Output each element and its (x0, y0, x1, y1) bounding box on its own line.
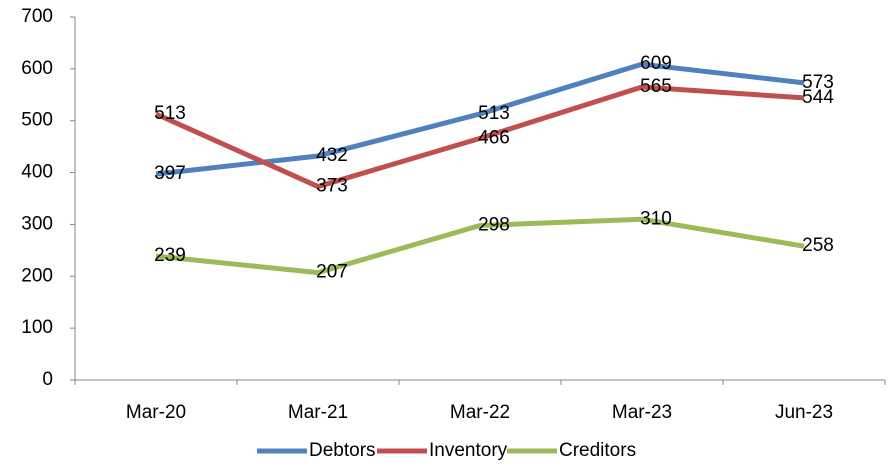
y-tick-label: 400 (21, 162, 53, 183)
data-label: 573 (802, 72, 834, 93)
series-line (154, 84, 805, 190)
data-label: 432 (316, 145, 348, 166)
x-tick-label: Mar-22 (450, 402, 510, 423)
data-label: 397 (154, 163, 186, 184)
data-label: 310 (640, 208, 672, 229)
y-tick-label: 200 (21, 265, 53, 286)
data-label: 373 (316, 176, 348, 197)
legend-label: Creditors (559, 440, 636, 461)
y-tick-label: 100 (21, 317, 53, 338)
y-tick-label: 700 (21, 6, 53, 27)
data-label: 609 (640, 53, 672, 74)
data-label: 258 (802, 235, 834, 256)
legend-label: Debtors (309, 440, 376, 461)
data-label: 544 (802, 87, 834, 108)
y-tick-label: 0 (42, 369, 53, 390)
x-tick-label: Jun-23 (775, 402, 833, 423)
legend-label: Inventory (429, 440, 508, 461)
data-label: 298 (478, 214, 510, 235)
data-label: 207 (316, 262, 348, 283)
y-tick-label: 300 (21, 213, 53, 234)
data-label: 565 (640, 76, 672, 97)
x-tick-label: Mar-21 (288, 402, 348, 423)
x-tick-label: Mar-20 (126, 402, 186, 423)
data-label: 513 (478, 103, 510, 124)
y-tick-label: 500 (21, 110, 53, 131)
y-tick-label: 600 (21, 58, 53, 79)
data-label: 513 (154, 103, 186, 124)
series-line (155, 216, 805, 276)
data-label: 239 (154, 245, 186, 266)
x-tick-label: Mar-23 (612, 402, 672, 423)
data-label: 466 (478, 127, 510, 148)
